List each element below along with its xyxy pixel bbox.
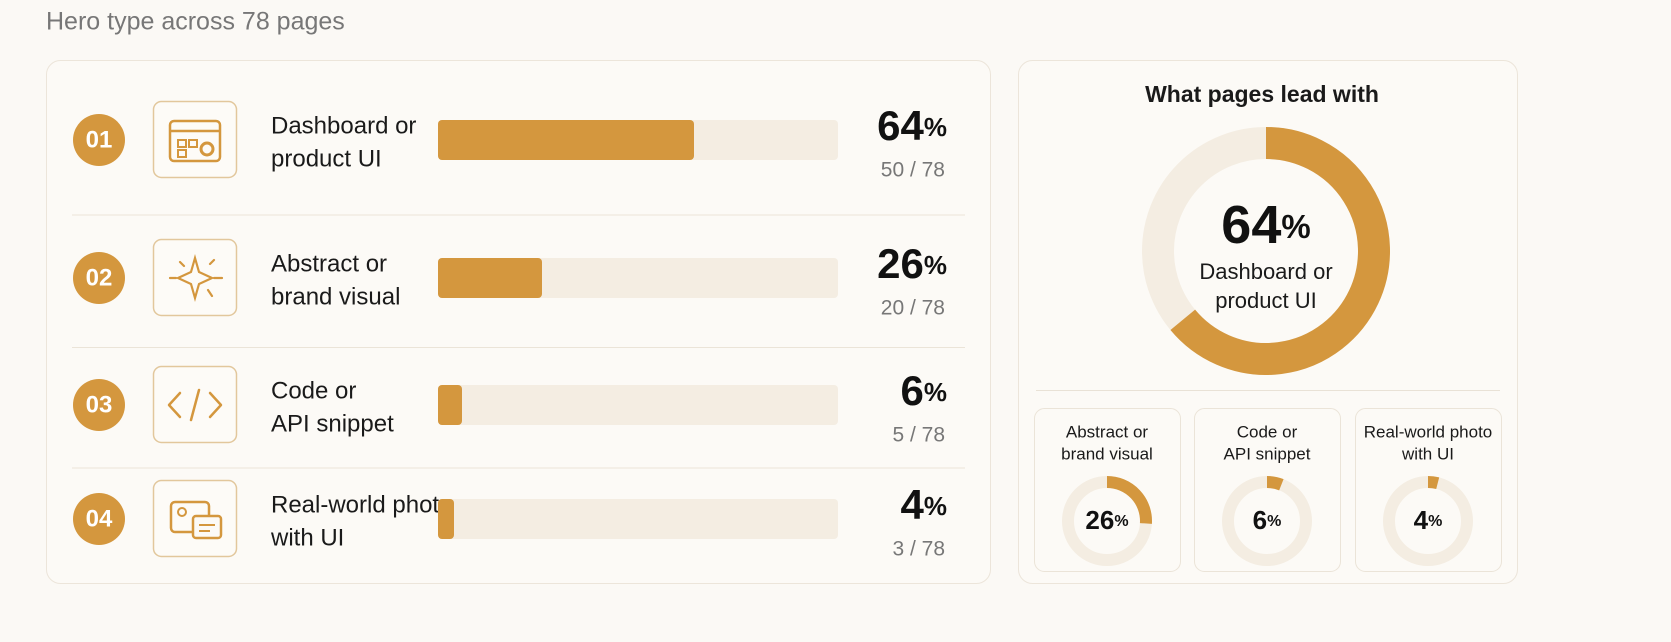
rank-badge bbox=[73, 252, 125, 304]
percent-value: 4 bbox=[901, 481, 925, 528]
percent-unit: % bbox=[1267, 513, 1281, 530]
icon-part bbox=[188, 139, 198, 148]
row-label: Abstract or bbox=[271, 250, 387, 277]
percent: 26% bbox=[877, 240, 947, 287]
percent-value: 6 bbox=[1253, 505, 1267, 535]
row-label: brand visual bbox=[271, 283, 400, 310]
donut-label: Dashboard or bbox=[1199, 259, 1332, 284]
rank: 03 bbox=[86, 391, 113, 418]
page-title: Hero type across 78 pages bbox=[46, 8, 345, 36]
percent: 4% bbox=[1414, 505, 1443, 535]
rank-badge bbox=[73, 114, 125, 166]
icon-box bbox=[152, 238, 238, 317]
count: 50 / 78 bbox=[881, 159, 945, 182]
row-label: Code or bbox=[271, 377, 356, 404]
icon-part bbox=[177, 507, 187, 517]
percent-value: 64 bbox=[877, 102, 924, 149]
icon-part bbox=[168, 253, 224, 303]
percent-value: 26 bbox=[877, 240, 924, 287]
bar bbox=[438, 499, 454, 539]
bar-track bbox=[438, 499, 838, 539]
mini-arc bbox=[1106, 476, 1152, 524]
percent: 64% bbox=[877, 102, 947, 149]
mini-label: Abstract or bbox=[1066, 422, 1149, 441]
icon-part bbox=[177, 139, 187, 148]
row-label: product UI bbox=[271, 145, 382, 172]
percent-unit: % bbox=[924, 377, 947, 407]
icon-part bbox=[199, 141, 215, 157]
rank: 02 bbox=[86, 264, 113, 291]
percent-value: 64 bbox=[1221, 195, 1281, 255]
mini-arc bbox=[1427, 476, 1440, 490]
icon bbox=[168, 119, 222, 163]
mini-label: API snippet bbox=[1224, 444, 1311, 463]
panel-title: What pages lead with bbox=[1145, 81, 1379, 107]
rank: 04 bbox=[86, 505, 113, 532]
icon-part bbox=[167, 388, 223, 422]
icon bbox=[167, 388, 223, 422]
percent-unit: % bbox=[924, 112, 947, 142]
count: 20 / 78 bbox=[881, 297, 945, 320]
bar-track bbox=[438, 385, 838, 425]
mini-label: Real-world photo bbox=[1364, 422, 1493, 441]
percent: 6% bbox=[1253, 505, 1282, 535]
mini-label: Code or bbox=[1237, 422, 1298, 441]
list-card bbox=[46, 60, 991, 584]
percent: 64% bbox=[1221, 195, 1310, 255]
icon-part bbox=[191, 514, 223, 540]
row-label: with UI bbox=[270, 524, 344, 551]
mini-label: with UI bbox=[1401, 444, 1454, 463]
rank: 01 bbox=[86, 126, 113, 153]
mini-label: brand visual bbox=[1061, 444, 1153, 463]
percent-value: 4 bbox=[1414, 505, 1429, 535]
percent: 4% bbox=[901, 481, 947, 528]
rank-badge bbox=[73, 493, 125, 545]
percent-unit: % bbox=[1428, 513, 1442, 530]
bar bbox=[438, 258, 542, 298]
row-label: API snippet bbox=[271, 410, 394, 437]
row-label: Dashboard or bbox=[271, 112, 416, 139]
bar bbox=[438, 120, 694, 160]
percent: 6% bbox=[901, 367, 947, 414]
icon bbox=[169, 500, 223, 540]
percent-unit: % bbox=[1281, 208, 1310, 245]
bar bbox=[438, 385, 462, 425]
icon bbox=[168, 253, 224, 303]
donut-arc bbox=[1170, 127, 1390, 375]
count: 3 / 78 bbox=[892, 538, 945, 561]
percent-value: 6 bbox=[901, 367, 924, 414]
rank-badge bbox=[73, 379, 125, 431]
row-label: Real-world photo bbox=[271, 491, 452, 518]
count: 5 / 78 bbox=[892, 424, 945, 447]
percent-unit: % bbox=[924, 491, 947, 521]
percent-unit: % bbox=[924, 250, 947, 280]
icon-part bbox=[168, 119, 222, 163]
percent-value: 26 bbox=[1085, 505, 1114, 535]
percent: 26% bbox=[1085, 505, 1128, 535]
mini-arc bbox=[1266, 476, 1284, 491]
percent-unit: % bbox=[1114, 513, 1128, 530]
icon-part bbox=[177, 149, 187, 158]
donut-label: product UI bbox=[1215, 288, 1317, 313]
